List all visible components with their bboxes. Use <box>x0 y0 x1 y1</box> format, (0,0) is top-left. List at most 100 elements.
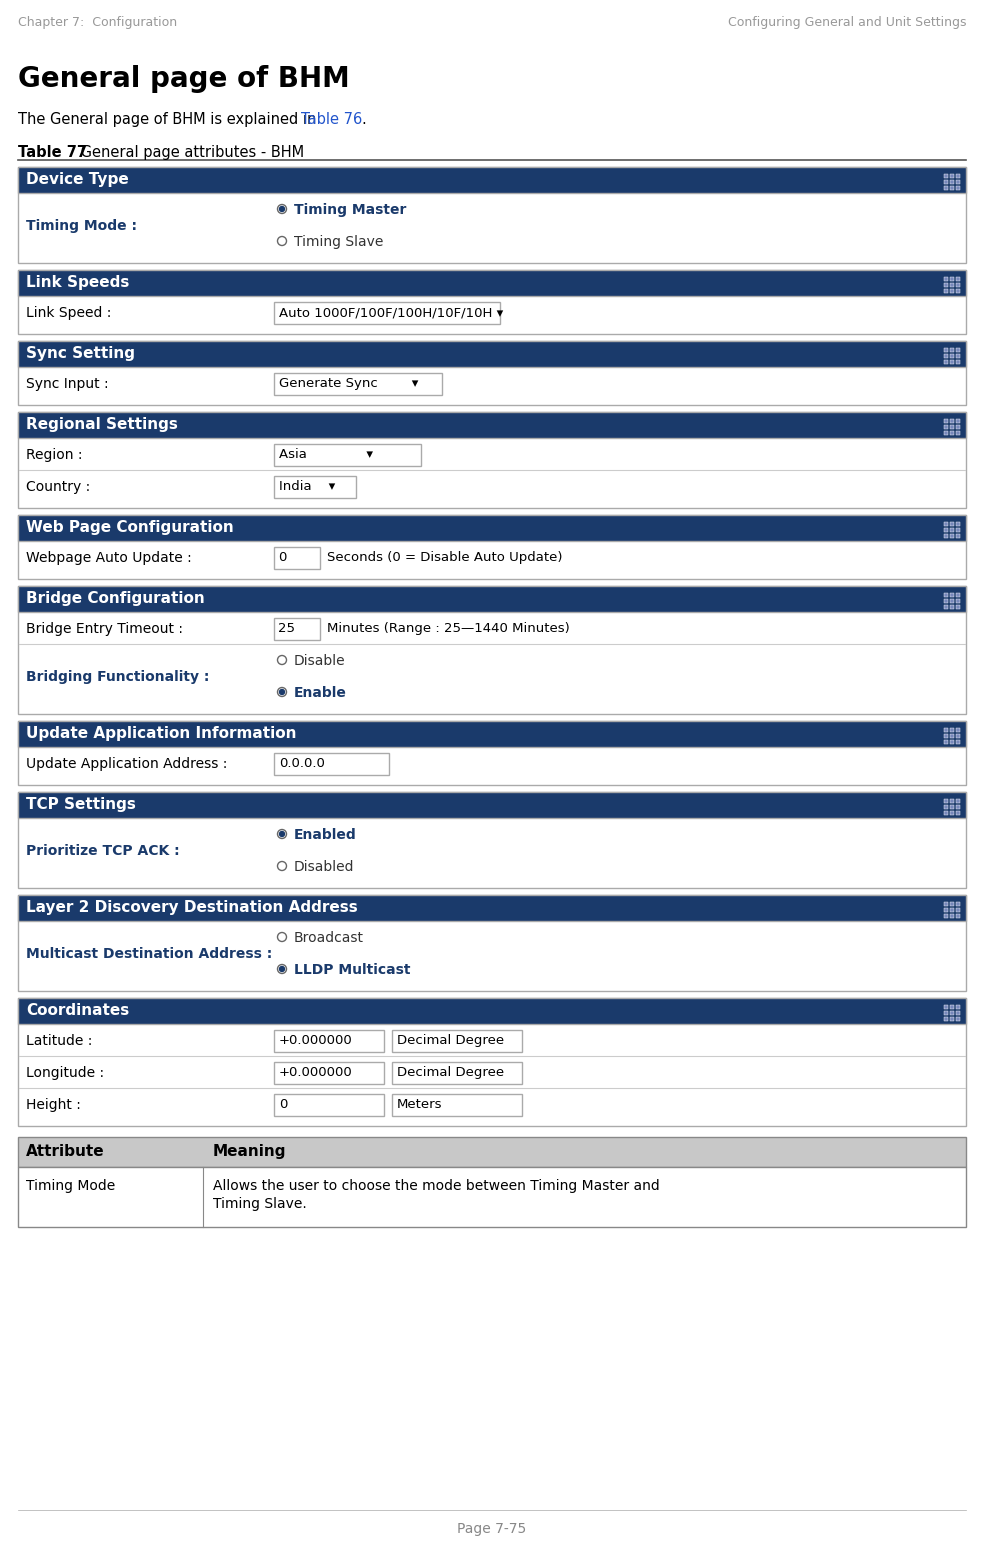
FancyBboxPatch shape <box>944 592 948 597</box>
Text: Link Speed :: Link Speed : <box>26 306 111 320</box>
Text: LLDP Multicast: LLDP Multicast <box>294 963 410 977</box>
Text: Disabled: Disabled <box>294 860 354 874</box>
Text: Web Page Configuration: Web Page Configuration <box>26 519 234 535</box>
Text: Chapter 7:  Configuration: Chapter 7: Configuration <box>18 16 177 30</box>
FancyBboxPatch shape <box>956 361 960 364</box>
FancyBboxPatch shape <box>18 998 966 1126</box>
FancyBboxPatch shape <box>944 908 948 911</box>
FancyBboxPatch shape <box>956 1005 960 1009</box>
Text: +0.000000: +0.000000 <box>279 1067 352 1079</box>
FancyBboxPatch shape <box>18 166 966 193</box>
FancyBboxPatch shape <box>944 805 948 809</box>
FancyBboxPatch shape <box>956 908 960 911</box>
FancyBboxPatch shape <box>274 547 320 569</box>
Text: 0: 0 <box>279 1098 287 1110</box>
FancyBboxPatch shape <box>944 1005 948 1009</box>
Text: General page of BHM: General page of BHM <box>18 65 349 93</box>
FancyBboxPatch shape <box>944 529 948 532</box>
Text: Attribute: Attribute <box>26 1144 104 1158</box>
FancyBboxPatch shape <box>944 812 948 815</box>
Text: Seconds (0 = Disable Auto Update): Seconds (0 = Disable Auto Update) <box>327 550 563 564</box>
FancyBboxPatch shape <box>950 1011 954 1015</box>
FancyBboxPatch shape <box>944 902 948 907</box>
Text: Meters: Meters <box>397 1098 443 1110</box>
Text: Configuring General and Unit Settings: Configuring General and Unit Settings <box>727 16 966 30</box>
Text: Page 7-75: Page 7-75 <box>458 1522 526 1536</box>
FancyBboxPatch shape <box>18 722 966 785</box>
FancyBboxPatch shape <box>956 522 960 526</box>
Text: 0: 0 <box>278 550 286 564</box>
FancyBboxPatch shape <box>956 277 960 281</box>
Text: TCP Settings: TCP Settings <box>26 798 136 812</box>
FancyBboxPatch shape <box>956 734 960 739</box>
FancyBboxPatch shape <box>956 283 960 288</box>
FancyBboxPatch shape <box>944 289 948 292</box>
Text: Disable: Disable <box>294 655 345 669</box>
FancyBboxPatch shape <box>274 373 443 395</box>
FancyBboxPatch shape <box>950 812 954 815</box>
FancyBboxPatch shape <box>950 728 954 732</box>
FancyBboxPatch shape <box>956 348 960 351</box>
FancyBboxPatch shape <box>274 617 320 641</box>
Text: Update Application Address :: Update Application Address : <box>26 757 227 771</box>
FancyBboxPatch shape <box>950 348 954 351</box>
FancyBboxPatch shape <box>18 998 966 1025</box>
Text: Sync Input :: Sync Input : <box>26 376 108 390</box>
FancyBboxPatch shape <box>392 1062 522 1084</box>
Text: Meaning: Meaning <box>213 1144 286 1158</box>
FancyBboxPatch shape <box>950 283 954 288</box>
Text: Webpage Auto Update :: Webpage Auto Update : <box>26 550 192 564</box>
FancyBboxPatch shape <box>944 361 948 364</box>
FancyBboxPatch shape <box>18 791 966 888</box>
FancyBboxPatch shape <box>18 791 966 818</box>
Text: 0.0.0.0: 0.0.0.0 <box>279 757 325 770</box>
FancyBboxPatch shape <box>944 180 948 183</box>
FancyBboxPatch shape <box>956 799 960 802</box>
FancyBboxPatch shape <box>18 271 966 295</box>
Text: Coordinates: Coordinates <box>26 1003 129 1019</box>
Circle shape <box>279 832 284 837</box>
Text: Asia              ▾: Asia ▾ <box>279 448 373 460</box>
FancyBboxPatch shape <box>950 355 954 358</box>
FancyBboxPatch shape <box>944 522 948 526</box>
FancyBboxPatch shape <box>944 799 948 802</box>
FancyBboxPatch shape <box>944 348 948 351</box>
Text: Table 76: Table 76 <box>301 112 362 128</box>
FancyBboxPatch shape <box>274 1095 384 1116</box>
FancyBboxPatch shape <box>274 753 389 774</box>
FancyBboxPatch shape <box>950 533 954 538</box>
FancyBboxPatch shape <box>944 740 948 743</box>
FancyBboxPatch shape <box>18 271 966 334</box>
FancyBboxPatch shape <box>950 425 954 429</box>
Text: Regional Settings: Regional Settings <box>26 417 178 432</box>
FancyBboxPatch shape <box>18 896 966 991</box>
Circle shape <box>279 967 284 972</box>
FancyBboxPatch shape <box>944 734 948 739</box>
FancyBboxPatch shape <box>950 187 954 190</box>
Text: Bridge Configuration: Bridge Configuration <box>26 591 205 606</box>
Text: Link Speeds: Link Speeds <box>26 275 129 289</box>
FancyBboxPatch shape <box>944 1017 948 1022</box>
FancyBboxPatch shape <box>956 728 960 732</box>
Text: Timing Slave.: Timing Slave. <box>213 1197 307 1211</box>
Text: Bridge Entry Timeout :: Bridge Entry Timeout : <box>26 622 183 636</box>
FancyBboxPatch shape <box>956 187 960 190</box>
Text: Decimal Degree: Decimal Degree <box>397 1034 504 1047</box>
Text: India    ▾: India ▾ <box>279 480 336 493</box>
Text: Minutes (Range : 25—1440 Minutes): Minutes (Range : 25—1440 Minutes) <box>327 622 570 634</box>
FancyBboxPatch shape <box>950 431 954 435</box>
Circle shape <box>279 689 284 695</box>
Text: Device Type: Device Type <box>26 173 129 187</box>
FancyBboxPatch shape <box>950 605 954 610</box>
FancyBboxPatch shape <box>274 1029 384 1053</box>
FancyBboxPatch shape <box>956 1011 960 1015</box>
FancyBboxPatch shape <box>950 277 954 281</box>
Text: Timing Slave: Timing Slave <box>294 235 384 249</box>
FancyBboxPatch shape <box>956 355 960 358</box>
FancyBboxPatch shape <box>18 166 966 263</box>
FancyBboxPatch shape <box>956 902 960 907</box>
FancyBboxPatch shape <box>944 599 948 603</box>
Text: Sync Setting: Sync Setting <box>26 347 135 361</box>
Text: Timing Master: Timing Master <box>294 204 406 218</box>
FancyBboxPatch shape <box>944 533 948 538</box>
